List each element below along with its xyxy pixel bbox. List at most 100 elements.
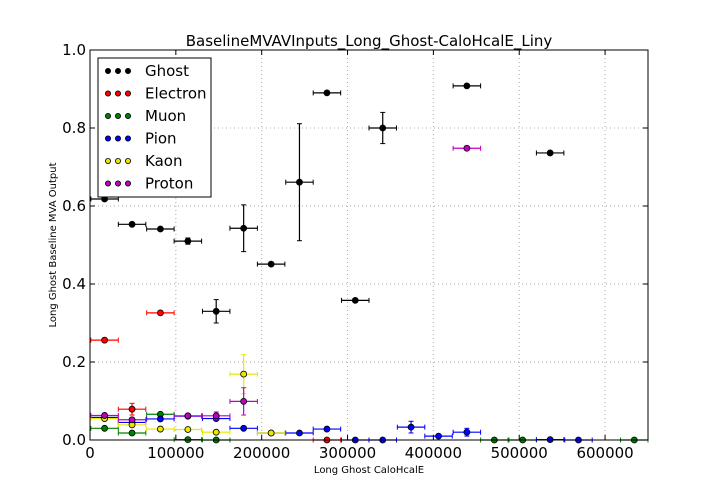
data-point bbox=[452, 82, 482, 90]
marker bbox=[407, 423, 415, 431]
data-point bbox=[368, 111, 397, 145]
chart-title: BaselineMVAVInputs_Long_Ghost-CaloHcalE_… bbox=[186, 32, 553, 51]
marker bbox=[156, 225, 164, 233]
marker bbox=[435, 432, 442, 440]
legend-marker bbox=[125, 113, 132, 120]
data-point bbox=[285, 123, 314, 242]
marker bbox=[156, 309, 164, 317]
x-tick-label: 100000 bbox=[147, 444, 204, 462]
legend-marker bbox=[105, 113, 112, 120]
legend-marker bbox=[125, 135, 132, 142]
data-point bbox=[312, 89, 342, 97]
data-point bbox=[117, 220, 147, 228]
data-point bbox=[117, 429, 147, 437]
data-point bbox=[173, 237, 203, 245]
x-tick-label: 0 bbox=[85, 444, 95, 462]
data-point bbox=[452, 427, 482, 437]
series-electron bbox=[90, 309, 342, 444]
marker bbox=[212, 307, 220, 315]
x-tick-label: 600000 bbox=[576, 444, 633, 462]
marker bbox=[156, 415, 164, 423]
data-point bbox=[452, 144, 482, 152]
marker bbox=[128, 429, 136, 437]
legend-marker bbox=[105, 135, 112, 142]
marker bbox=[156, 425, 164, 433]
data-point bbox=[117, 421, 147, 429]
series-proton bbox=[90, 144, 482, 424]
legend-entry-pion: Pion bbox=[105, 130, 177, 148]
legend-marker bbox=[115, 180, 122, 187]
marker bbox=[128, 416, 136, 424]
data-point bbox=[285, 429, 314, 437]
legend-entry-proton: Proton bbox=[105, 175, 193, 193]
x-axis-label: Long Ghost CaloHcalE bbox=[314, 465, 424, 476]
data-point bbox=[229, 387, 258, 416]
y-tick-label: 1.0 bbox=[62, 41, 86, 59]
data-point bbox=[117, 402, 147, 416]
tick-labels: 0 100000 200000 300000 400000 500000 600000 0.0… bbox=[62, 41, 634, 462]
legend-marker bbox=[105, 90, 112, 97]
y-axis-label: Long Ghost Baseline MVA Output bbox=[48, 162, 59, 327]
marker bbox=[240, 224, 248, 232]
legend-label: Muon bbox=[145, 107, 186, 125]
marker bbox=[240, 424, 248, 432]
data-point bbox=[146, 309, 175, 317]
marker bbox=[212, 412, 220, 420]
marker bbox=[351, 296, 359, 304]
legend-marker bbox=[115, 135, 122, 142]
legend-marker bbox=[125, 180, 132, 187]
marker bbox=[212, 428, 220, 436]
x-tick-label: 300000 bbox=[319, 444, 376, 462]
legend-marker bbox=[125, 90, 132, 97]
legend-entry-muon: Muon bbox=[105, 107, 186, 125]
marker bbox=[101, 424, 108, 432]
series-kaon bbox=[90, 354, 286, 437]
legend-entry-ghost: Ghost bbox=[105, 62, 189, 80]
marker bbox=[184, 237, 192, 245]
data-point bbox=[173, 412, 203, 420]
legend-marker bbox=[115, 90, 122, 97]
legend-label: Electron bbox=[145, 85, 207, 103]
legend-marker bbox=[105, 157, 112, 164]
y-tick-label: 0.6 bbox=[62, 197, 86, 215]
marker bbox=[101, 412, 108, 419]
data-point bbox=[90, 412, 119, 419]
legend-marker bbox=[115, 157, 122, 164]
y-tick-label: 0.2 bbox=[62, 353, 86, 371]
legend-marker bbox=[115, 68, 122, 75]
legend-marker bbox=[105, 180, 112, 187]
legend-marker bbox=[115, 113, 122, 120]
legend-entry-electron: Electron bbox=[105, 85, 207, 103]
legend-label: Proton bbox=[145, 175, 193, 193]
data-point bbox=[201, 299, 231, 324]
marker bbox=[323, 425, 331, 433]
data-point bbox=[424, 432, 453, 440]
marker bbox=[184, 412, 192, 420]
data-point bbox=[312, 425, 342, 433]
data-point bbox=[256, 429, 286, 437]
legend-marker bbox=[105, 68, 112, 75]
data-point bbox=[341, 296, 370, 304]
data-point bbox=[201, 411, 231, 421]
data-point bbox=[256, 260, 286, 268]
legend-label: Kaon bbox=[145, 152, 182, 170]
marker bbox=[296, 429, 303, 437]
data-point bbox=[146, 415, 175, 423]
legend-entry-kaon: Kaon bbox=[105, 152, 182, 170]
legend-box bbox=[97, 57, 212, 198]
legend-label: Ghost bbox=[145, 62, 189, 80]
data-point bbox=[146, 410, 175, 418]
legend-label: Pion bbox=[145, 130, 177, 148]
marker bbox=[267, 260, 275, 268]
marker bbox=[379, 124, 387, 132]
data-point bbox=[173, 426, 203, 433]
data-point bbox=[90, 424, 119, 432]
tick-marks bbox=[89, 49, 648, 441]
data-point bbox=[201, 428, 231, 436]
legend-marker bbox=[125, 157, 132, 164]
marker bbox=[267, 429, 275, 437]
data-point bbox=[117, 416, 147, 424]
data-point bbox=[229, 424, 258, 432]
marker bbox=[463, 428, 471, 436]
x-tick-label: 200000 bbox=[233, 444, 290, 462]
